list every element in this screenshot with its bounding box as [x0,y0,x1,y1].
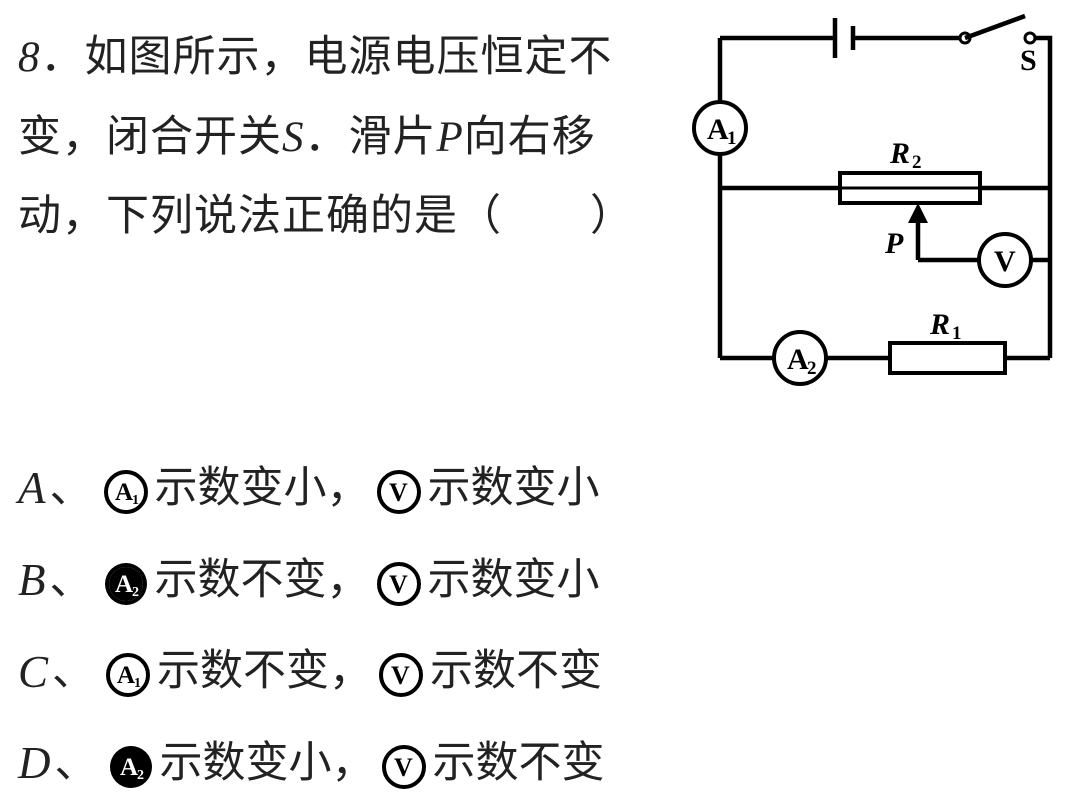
label-v: V [994,245,1016,278]
stem-line-1: ．如图所示，电源电压恒定不 [41,34,613,81]
voltmeter-icon: V [376,469,422,515]
option-b-text-1: 示数不变， [155,539,370,623]
label-r2: R [889,137,910,170]
circuit-diagram: S A 1 R 2 P V [690,8,1070,408]
voltmeter-icon: V [378,652,424,698]
option-a-text-1: 示数变小， [155,447,370,531]
svg-text:A: A [115,571,133,598]
label-a1-sub: 1 [727,128,737,149]
option-a-sep: 、 [50,447,93,531]
label-a1: A [707,113,729,146]
svg-text:V: V [394,753,413,782]
label-r1-sub: 1 [952,323,962,344]
svg-text:V: V [389,478,408,507]
circuit-svg: S A 1 R 2 P V [690,8,1070,408]
svg-text:A: A [115,479,133,506]
option-b-sep: 、 [50,539,93,623]
option-d-sep: 、 [55,722,98,806]
svg-text:V: V [389,570,408,599]
option-b-text-2: 示数变小 [428,539,600,623]
option-a-text-2: 示数变小 [428,447,600,531]
option-c-letter: C [18,629,48,717]
option-c: C 、 A 1 示数不变， V 示数不变 [18,629,605,717]
option-c-text-1: 示数不变， [157,630,372,714]
option-d-text-2: 示数不变 [433,722,605,806]
svg-text:A: A [120,754,138,781]
options-list: A 、 A 1 示数变小， V 示数变小 B 、 [18,445,605,812]
slider-symbol: P [437,114,464,161]
stem-line-2b: ．滑片 [305,114,437,161]
svg-text:V: V [391,661,410,690]
ammeter-a1-icon: A 1 [105,652,151,698]
option-d-letter: D [18,720,51,808]
ammeter-a2-icon: A 2 [103,561,149,607]
label-a2-sub: 2 [807,358,817,379]
svg-text:1: 1 [132,493,139,508]
option-d: D 、 A 2 示数变小， V 示数不变 [18,720,605,808]
label-a2: A [787,343,809,376]
option-d-text-1: 示数变小， [160,722,375,806]
voltmeter-icon: V [376,561,422,607]
option-b-letter: B [18,537,46,625]
svg-text:1: 1 [134,676,141,691]
question-stem: 8．如图所示，电源电压恒定不 变，闭合开关S．滑片P向右移 动，下列说法正确的是… [18,18,698,257]
svg-text:2: 2 [137,768,144,783]
label-s: S [1020,44,1037,77]
page: 8．如图所示，电源电压恒定不 变，闭合开关S．滑片P向右移 动，下列说法正确的是… [0,0,1080,782]
ammeter-a1-icon: A 1 [103,469,149,515]
switch-symbol: S [282,114,305,161]
stem-line-3: 动，下列说法正确的是（ ） [18,193,634,240]
ammeter-a2-icon: A 2 [108,744,154,790]
svg-text:A: A [117,662,135,689]
voltmeter-icon: V [381,744,427,790]
option-c-text-2: 示数不变 [430,630,602,714]
option-a-letter: A [18,445,46,533]
label-p: P [884,227,904,260]
stem-line-2a: 变，闭合开关 [18,114,282,161]
option-c-sep: 、 [52,630,95,714]
label-r1: R [929,308,950,341]
question-number: 8 [18,34,41,81]
option-b: B 、 A 2 示数不变， V 示数变小 [18,537,605,625]
stem-line-2c: 向右移 [464,114,596,161]
svg-text:2: 2 [132,585,139,600]
option-a: A 、 A 1 示数变小， V 示数变小 [18,445,605,533]
label-r2-sub: 2 [912,152,922,173]
